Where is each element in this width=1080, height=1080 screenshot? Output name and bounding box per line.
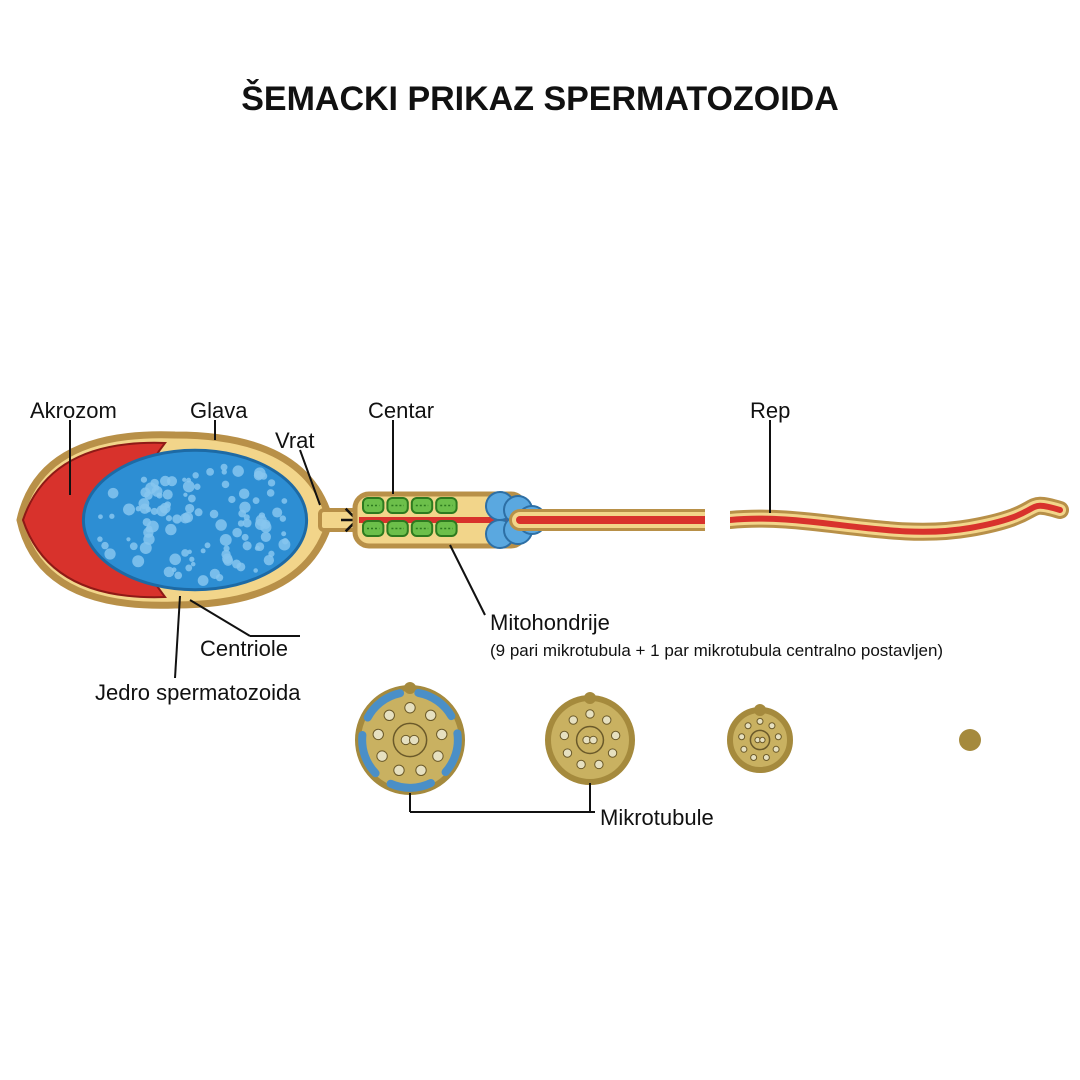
label-centar: Centar (368, 398, 434, 424)
label-glava: Glava (190, 398, 247, 424)
label-vrat: Vrat (275, 428, 315, 454)
label-mitohondrije-sub: (9 pari mikrotubula + 1 par mikrotubula … (490, 641, 943, 660)
label-mikrotubule: Mikrotubule (600, 805, 714, 831)
label-rep: Rep (750, 398, 790, 424)
label-mitohondrije: Mitohondrije (9 pari mikrotubula + 1 par… (490, 610, 943, 662)
label-jedro: Jedro spermatozoida (95, 680, 300, 706)
spermatozoid-diagram (0, 0, 1080, 1080)
label-mitohondrije-text: Mitohondrije (490, 610, 610, 635)
label-akrozom: Akrozom (30, 398, 117, 424)
label-centriole: Centriole (200, 636, 288, 662)
